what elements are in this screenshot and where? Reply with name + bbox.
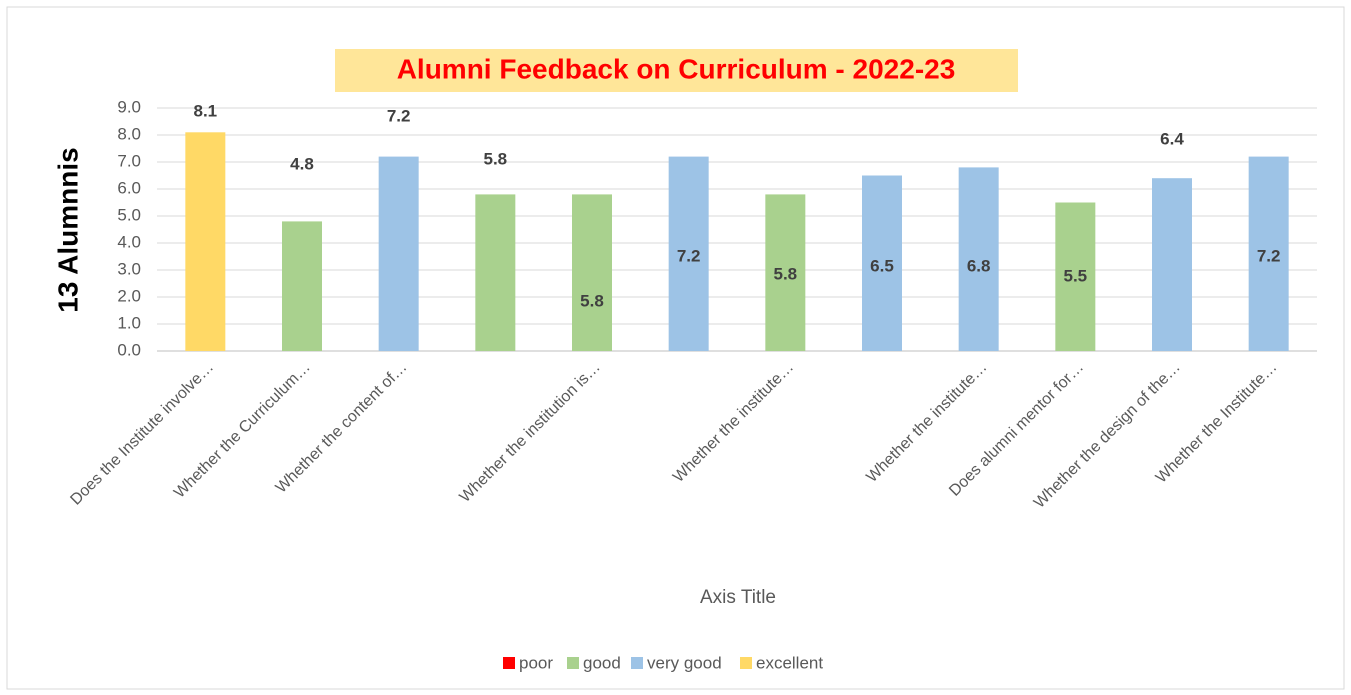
bar	[1152, 178, 1192, 351]
data-label: 5.8	[774, 264, 798, 283]
y-tick-label: 0.0	[117, 340, 141, 359]
bar	[765, 194, 806, 351]
legend-swatch	[567, 657, 579, 669]
bar	[185, 132, 226, 351]
y-tick-label: 6.0	[117, 178, 141, 197]
legend-swatch	[631, 657, 643, 669]
legend-swatch	[503, 657, 515, 669]
data-label: 6.4	[1160, 129, 1184, 148]
chart-title: Alumni Feedback on Curriculum - 2022-23	[397, 53, 956, 84]
bar	[475, 194, 516, 351]
bar	[1055, 202, 1096, 351]
legend-swatch	[740, 657, 752, 669]
data-label: 5.5	[1064, 266, 1088, 285]
bar	[958, 167, 999, 351]
data-label: 7.2	[387, 106, 411, 125]
bar	[378, 156, 419, 351]
y-tick-label: 9.0	[117, 97, 141, 116]
y-tick-label: 2.0	[117, 286, 141, 305]
legend-label: good	[583, 653, 621, 672]
y-tick-label: 3.0	[117, 259, 141, 278]
bar	[668, 156, 709, 351]
data-label: 7.2	[677, 246, 701, 265]
data-label: 4.8	[290, 154, 314, 173]
bar	[862, 175, 902, 351]
title-background	[335, 49, 1018, 92]
y-tick-label: 1.0	[117, 313, 141, 332]
data-label: 5.8	[484, 149, 508, 168]
data-label: 8.1	[194, 101, 218, 120]
data-label: 6.5	[870, 256, 894, 275]
legend-label: poor	[519, 653, 553, 672]
y-tick-label: 8.0	[117, 124, 141, 143]
y-tick-label: 5.0	[117, 205, 141, 224]
legend-label: very good	[647, 653, 722, 672]
bar	[1248, 156, 1289, 351]
data-label: 7.2	[1257, 246, 1281, 265]
x-axis-title: Axis Title	[700, 587, 776, 608]
legend-label: excellent	[756, 653, 823, 672]
data-label: 6.8	[967, 256, 991, 275]
bar	[572, 194, 612, 351]
y-tick-label: 7.0	[117, 151, 141, 170]
bar	[282, 221, 322, 351]
y-tick-label: 4.0	[117, 232, 141, 251]
y-axis-title: 13 Alumnnis	[52, 147, 83, 312]
data-label: 5.8	[580, 291, 604, 310]
